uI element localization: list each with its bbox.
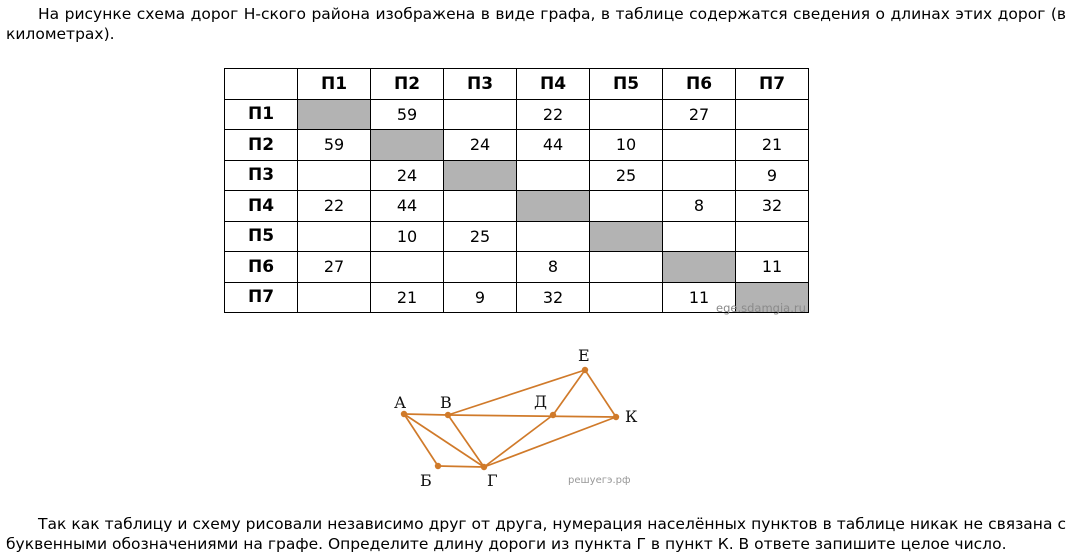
graph-edge [447, 414, 617, 418]
graph-edge [437, 465, 485, 468]
distance-cell: 25 [589, 159, 663, 191]
graph-vertex [400, 410, 408, 418]
problem-intro-text: На рисунке схема дорог Н-ского района из… [6, 5, 1066, 43]
distance-cell [297, 220, 371, 252]
graph-watermark: решуегэ.рф [568, 475, 631, 486]
graph-edge [403, 413, 439, 467]
table-row: П7 21 9 32 11 [224, 281, 809, 313]
column-header: П5 [589, 68, 663, 100]
distance-cell: 32 [516, 281, 590, 313]
column-header: П7 [735, 68, 809, 100]
vertex-label: Г [487, 471, 498, 490]
distance-cell: 22 [516, 98, 590, 130]
distance-cell: 21 [735, 129, 809, 161]
distance-cell [589, 251, 663, 283]
graph-edge [403, 413, 449, 416]
distance-table: П1 П2 П3 П4 П5 П6 П7 П1 59 22 27 П2 59 24 44 10 2… [224, 68, 809, 313]
diagonal-cell [297, 98, 371, 130]
distance-cell: 44 [516, 129, 590, 161]
graph-edge [552, 369, 586, 416]
graph-edge [447, 414, 485, 468]
graph-vertex [434, 462, 442, 470]
column-header: П2 [370, 68, 444, 100]
diagonal-cell [370, 129, 444, 161]
distance-cell: 25 [443, 220, 517, 252]
distance-cell: 59 [370, 98, 444, 130]
distance-cell: 11 [735, 251, 809, 283]
distance-cell [516, 220, 590, 252]
distance-cell: 32 [735, 190, 809, 222]
vertex-label: Б [420, 471, 432, 490]
graph-vertex [480, 463, 488, 471]
diagonal-cell [735, 281, 809, 313]
table-watermark: ege.sdamgia.ru [716, 301, 806, 315]
distance-cell: 9 [735, 159, 809, 191]
vertex-label: В [440, 393, 452, 412]
distance-cell [516, 159, 590, 191]
distance-cell [589, 281, 663, 313]
row-header: П5 [224, 220, 298, 252]
vertex-label: Д [534, 392, 547, 411]
distance-cell [297, 281, 371, 313]
distance-cell: 10 [589, 129, 663, 161]
graph-vertex [612, 413, 620, 421]
column-header: П6 [662, 68, 736, 100]
distance-cell: 11 [662, 281, 736, 313]
graph-edge [483, 414, 554, 468]
vertex-label: К [625, 407, 638, 426]
graph-edge [403, 413, 485, 468]
graph-vertex [549, 411, 557, 419]
graph-edge [447, 369, 586, 416]
column-header: П3 [443, 68, 517, 100]
problem-question-text: Так как таблицу и схему рисовали независ… [6, 515, 1066, 553]
table-header-row: П1 П2 П3 П4 П5 П6 П7 [224, 68, 809, 100]
graph-vertex [581, 366, 589, 374]
distance-cell [662, 220, 736, 252]
distance-cell [662, 129, 736, 161]
distance-cell [443, 190, 517, 222]
graph-vertex [444, 411, 452, 419]
distance-cell: 27 [297, 251, 371, 283]
column-header: П1 [297, 68, 371, 100]
graph-edge [584, 369, 617, 418]
distance-cell [589, 98, 663, 130]
distance-cell: 24 [443, 129, 517, 161]
table-row: П2 59 24 44 10 21 [224, 129, 809, 161]
vertex-label: Е [578, 346, 590, 365]
vertex-label: А [394, 393, 406, 412]
diagonal-cell [516, 190, 590, 222]
row-header: П7 [224, 281, 298, 313]
table-row: П6 27 8 11 [224, 251, 809, 283]
distance-cell [443, 98, 517, 130]
graph-edge [483, 416, 617, 468]
distance-cell: 8 [662, 190, 736, 222]
distance-cell: 21 [370, 281, 444, 313]
table-corner-cell [224, 68, 298, 100]
table-row: П5 10 25 [224, 220, 809, 252]
